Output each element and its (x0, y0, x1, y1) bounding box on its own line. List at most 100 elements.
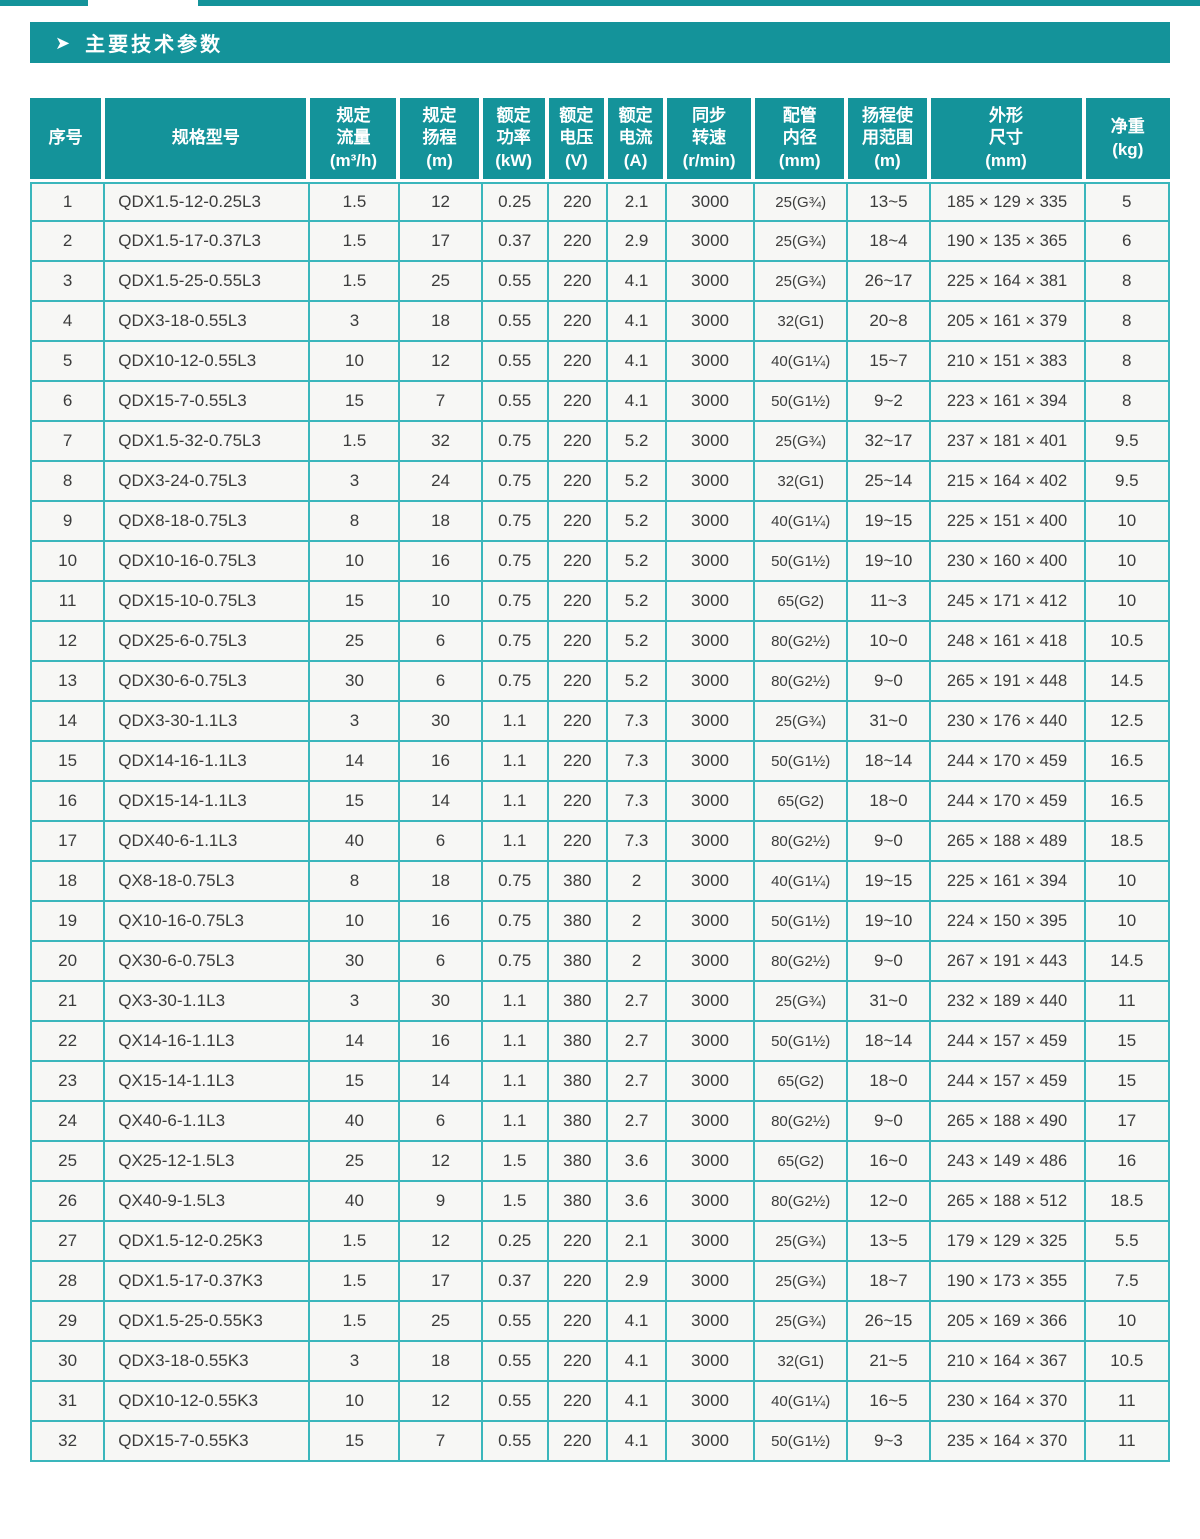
column-header-flow: 规定 流量 (m³/h) (310, 98, 401, 182)
column-header-speed: 同步 转速 (r/min) (667, 98, 755, 182)
cell-flow: 15 (310, 1062, 401, 1102)
cell-head: 12 (400, 182, 483, 222)
cell-pipe: 32(G1) (754, 1342, 849, 1382)
cell-speed: 3000 (667, 622, 755, 662)
cell-model: QDX1.5-32-0.75L3 (105, 422, 311, 462)
cell-current: 2.9 (607, 222, 668, 262)
cell-speed: 3000 (667, 342, 755, 382)
cell-current: 5.2 (607, 542, 668, 582)
cell-head-range: 18~0 (848, 1062, 931, 1102)
cell-current: 2.7 (607, 982, 668, 1022)
cell-power: 0.75 (482, 582, 549, 622)
cell-power: 0.55 (482, 262, 549, 302)
cell-model: QX40-9-1.5L3 (105, 1182, 311, 1222)
cell-weight: 10.5 (1085, 622, 1170, 662)
cell-voltage: 380 (548, 1102, 608, 1142)
cell-speed: 3000 (667, 1102, 755, 1142)
cell-power: 0.75 (482, 502, 549, 542)
table-row: 26 QX40-9-1.5L3 40 9 1.5 380 3.6 3000 80(G2½) 12~… (30, 1182, 1170, 1222)
cell-index: 23 (30, 1062, 106, 1102)
cell-pipe: 80(G2½) (754, 1182, 849, 1222)
cell-model: QX40-6-1.1L3 (105, 1102, 311, 1142)
cell-voltage: 220 (548, 342, 608, 382)
cell-current: 4.1 (607, 1422, 668, 1462)
cell-flow: 8 (310, 502, 401, 542)
cell-power: 0.55 (482, 382, 549, 422)
cell-current: 7.3 (607, 782, 668, 822)
cell-model: QDX10-12-0.55K3 (105, 1382, 311, 1422)
cell-power: 0.55 (482, 1382, 549, 1422)
cell-voltage: 220 (548, 782, 608, 822)
cell-speed: 3000 (667, 422, 755, 462)
cell-dimensions: 232 × 189 × 440 (930, 982, 1086, 1022)
cell-speed: 3000 (667, 542, 755, 582)
cell-head-range: 18~14 (848, 1022, 931, 1062)
cell-speed: 3000 (667, 1062, 755, 1102)
cell-index: 7 (30, 422, 106, 462)
cell-flow: 1.5 (310, 222, 401, 262)
cell-model: QX10-16-0.75L3 (105, 902, 311, 942)
cell-voltage: 220 (548, 542, 608, 582)
cell-model: QX15-14-1.1L3 (105, 1062, 311, 1102)
cell-pipe: 40(G1¼) (754, 1382, 849, 1422)
cell-head: 18 (400, 302, 483, 342)
cell-model: QDX3-24-0.75L3 (105, 462, 311, 502)
cell-index: 18 (30, 862, 106, 902)
cell-model: QX25-12-1.5L3 (105, 1142, 311, 1182)
cell-voltage: 220 (548, 822, 608, 862)
cell-speed: 3000 (667, 1342, 755, 1382)
cell-head-range: 9~2 (848, 382, 931, 422)
cell-voltage: 380 (548, 1022, 608, 1062)
cell-current: 2.9 (607, 1262, 668, 1302)
cell-index: 10 (30, 542, 106, 582)
cell-flow: 15 (310, 582, 401, 622)
cell-index: 8 (30, 462, 106, 502)
cell-index: 20 (30, 942, 106, 982)
cell-model: QDX15-7-0.55L3 (105, 382, 311, 422)
cell-dimensions: 190 × 135 × 365 (930, 222, 1086, 262)
table-row: 3 QDX1.5-25-0.55L3 1.5 25 0.55 220 4.1 3000 25(G… (30, 262, 1170, 302)
cell-pipe: 50(G1½) (754, 1022, 849, 1062)
cell-dimensions: 245 × 171 × 412 (930, 582, 1086, 622)
cell-head-range: 25~14 (848, 462, 931, 502)
cell-head: 30 (400, 982, 483, 1022)
cell-power: 1.5 (482, 1182, 549, 1222)
cell-voltage: 220 (548, 1302, 608, 1342)
column-header-voltage: 额定 电压 (V) (548, 98, 608, 182)
cell-weight: 17 (1085, 1102, 1170, 1142)
cell-flow: 10 (310, 542, 401, 582)
cell-current: 5.2 (607, 502, 668, 542)
cell-pipe: 25(G¾) (754, 262, 849, 302)
cell-dimensions: 225 × 164 × 381 (930, 262, 1086, 302)
cell-index: 3 (30, 262, 106, 302)
cell-weight: 16 (1085, 1142, 1170, 1182)
cell-speed: 3000 (667, 1302, 755, 1342)
cell-head: 6 (400, 942, 483, 982)
table-row: 7 QDX1.5-32-0.75L3 1.5 32 0.75 220 5.2 3000 25(G… (30, 422, 1170, 462)
cell-flow: 15 (310, 382, 401, 422)
cell-index: 19 (30, 902, 106, 942)
cell-power: 0.75 (482, 462, 549, 502)
cell-speed: 3000 (667, 462, 755, 502)
cell-head-range: 18~14 (848, 742, 931, 782)
cell-weight: 10.5 (1085, 1342, 1170, 1382)
cell-pipe: 25(G¾) (754, 1222, 849, 1262)
cell-current: 5.2 (607, 662, 668, 702)
column-header-pipe: 配管 内径 (mm) (754, 98, 849, 182)
table-row: 22 QX14-16-1.1L3 14 16 1.1 380 2.7 3000 50(G1½) 1… (30, 1022, 1170, 1062)
table-row: 13 QDX30-6-0.75L3 30 6 0.75 220 5.2 3000 80(G2½)… (30, 662, 1170, 702)
table-row: 18 QX8-18-0.75L3 8 18 0.75 380 2 3000 40(G1¼) 19~… (30, 862, 1170, 902)
cell-power: 0.55 (482, 1422, 549, 1462)
cell-flow: 15 (310, 1422, 401, 1462)
cell-weight: 5 (1085, 182, 1170, 222)
cell-head-range: 9~0 (848, 822, 931, 862)
cell-pipe: 25(G¾) (754, 1262, 849, 1302)
cell-pipe: 40(G1¼) (754, 342, 849, 382)
cell-voltage: 220 (548, 302, 608, 342)
cell-model: QDX8-18-0.75L3 (105, 502, 311, 542)
cell-current: 2.7 (607, 1062, 668, 1102)
cell-weight: 5.5 (1085, 1222, 1170, 1262)
cell-voltage: 220 (548, 662, 608, 702)
cell-pipe: 50(G1½) (754, 542, 849, 582)
cell-dimensions: 267 × 191 × 443 (930, 942, 1086, 982)
